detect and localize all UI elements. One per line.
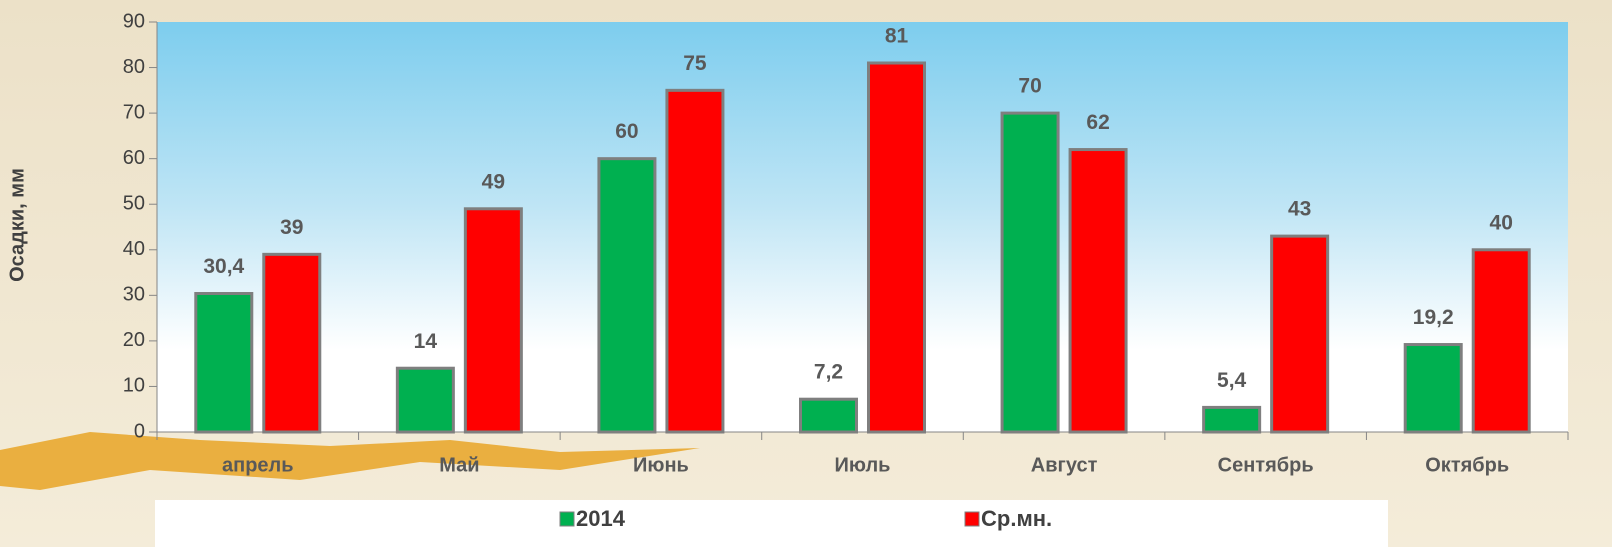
y-tick-label: 10 (123, 375, 145, 397)
y-tick-label: 80 (123, 56, 145, 78)
legend-swatch (964, 511, 980, 527)
legend-swatch (559, 511, 575, 527)
value-label: 30,4 (203, 255, 244, 278)
x-tick-label: Май (439, 454, 479, 476)
y-tick-label: 60 (123, 147, 145, 169)
decoration (0, 432, 700, 490)
x-tick-label: Июль (835, 454, 891, 476)
x-tick-label: апрель (222, 454, 294, 476)
bar (1202, 405, 1262, 434)
value-label: 70 (1018, 75, 1041, 98)
bar (1000, 111, 1060, 434)
value-label: 62 (1086, 111, 1109, 134)
bar (867, 61, 926, 434)
bar (1270, 234, 1330, 434)
x-tick-label: Сентябрь (1218, 454, 1314, 476)
bar (665, 88, 725, 434)
y-axis-label: Осадки, мм (6, 168, 28, 282)
y-tick-label: 70 (123, 101, 145, 123)
bar (597, 157, 657, 434)
y-tick-label: 40 (123, 238, 145, 260)
y-tick-label: 0 (134, 420, 145, 442)
value-label: 40 (1490, 211, 1513, 234)
legend-label: Ср.мн. (981, 506, 1052, 531)
x-tick-label: Октябрь (1425, 454, 1509, 476)
y-tick-label: 20 (123, 329, 145, 351)
bar (395, 366, 455, 434)
bar (194, 292, 254, 434)
legend-box (155, 500, 1388, 547)
x-tick-label: Июнь (633, 454, 689, 476)
value-label: 14 (414, 330, 438, 353)
plot-area (157, 22, 1568, 432)
legend-label: 2014 (576, 506, 626, 531)
bar (1471, 248, 1531, 434)
value-label: 43 (1288, 198, 1311, 221)
bar (1403, 343, 1463, 434)
value-label: 5,4 (1217, 369, 1247, 392)
y-tick-label: 90 (123, 10, 145, 32)
value-label: 39 (280, 216, 303, 239)
value-label: 19,2 (1413, 306, 1454, 329)
y-tick-label: 50 (123, 193, 145, 215)
value-label: 81 (885, 25, 909, 48)
bar (799, 397, 858, 434)
bar (262, 252, 322, 434)
y-tick-label: 30 (123, 284, 145, 306)
value-label: 60 (615, 120, 638, 143)
x-tick-label: Август (1031, 454, 1098, 476)
bar (463, 207, 523, 434)
value-label: 49 (482, 170, 505, 193)
value-label: 7,2 (814, 361, 843, 384)
bar (1068, 148, 1128, 434)
value-label: 75 (683, 52, 707, 75)
